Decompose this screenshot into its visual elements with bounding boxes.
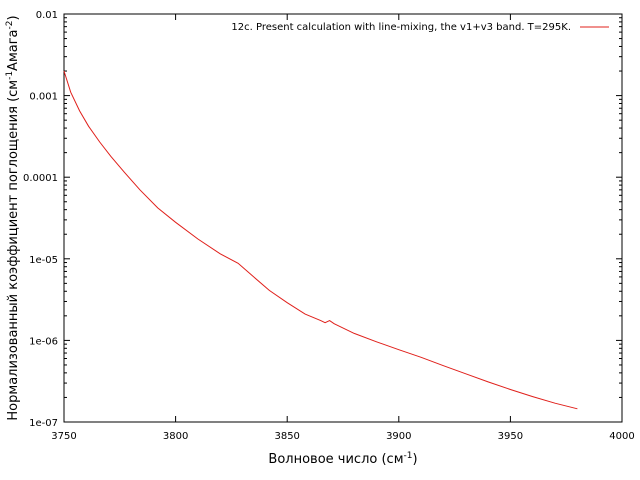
x-tick-label: 3850	[274, 431, 299, 442]
y-tick-label: 1e-05	[29, 255, 58, 266]
y-tick-label: 0.01	[36, 10, 58, 21]
plot-frame	[63, 13, 623, 423]
x-tick-label: 3800	[163, 431, 188, 442]
x-tick-label: 3900	[386, 431, 411, 442]
y-tick-label: 1e-06	[29, 336, 58, 347]
x-tick-label: 3750	[51, 431, 76, 442]
x-axis-ticks: 3750 3800 3850 3900 3950 4000	[51, 14, 635, 442]
series-layer	[63, 70, 578, 410]
series-line	[63, 70, 578, 410]
y-tick-label: 0.001	[29, 92, 58, 103]
legend-entry-label: 12c. Present calculation with line-mixin…	[231, 22, 571, 33]
x-axis-label: Волновое число (см-1)	[268, 451, 417, 467]
legend: 12c. Present calculation with line-mixin…	[231, 22, 609, 33]
y-axis-ticks: 1e-07 1e-06 1e-05 0.0001 0.001 0.01	[23, 10, 622, 429]
y-axis-label: Нормализованный коэффициент поглощения (…	[5, 15, 21, 420]
y-tick-label: 0.0001	[23, 173, 58, 184]
x-tick-label: 3950	[498, 431, 523, 442]
y-tick-label: 1e-07	[29, 418, 58, 429]
x-tick-label: 4000	[609, 431, 634, 442]
